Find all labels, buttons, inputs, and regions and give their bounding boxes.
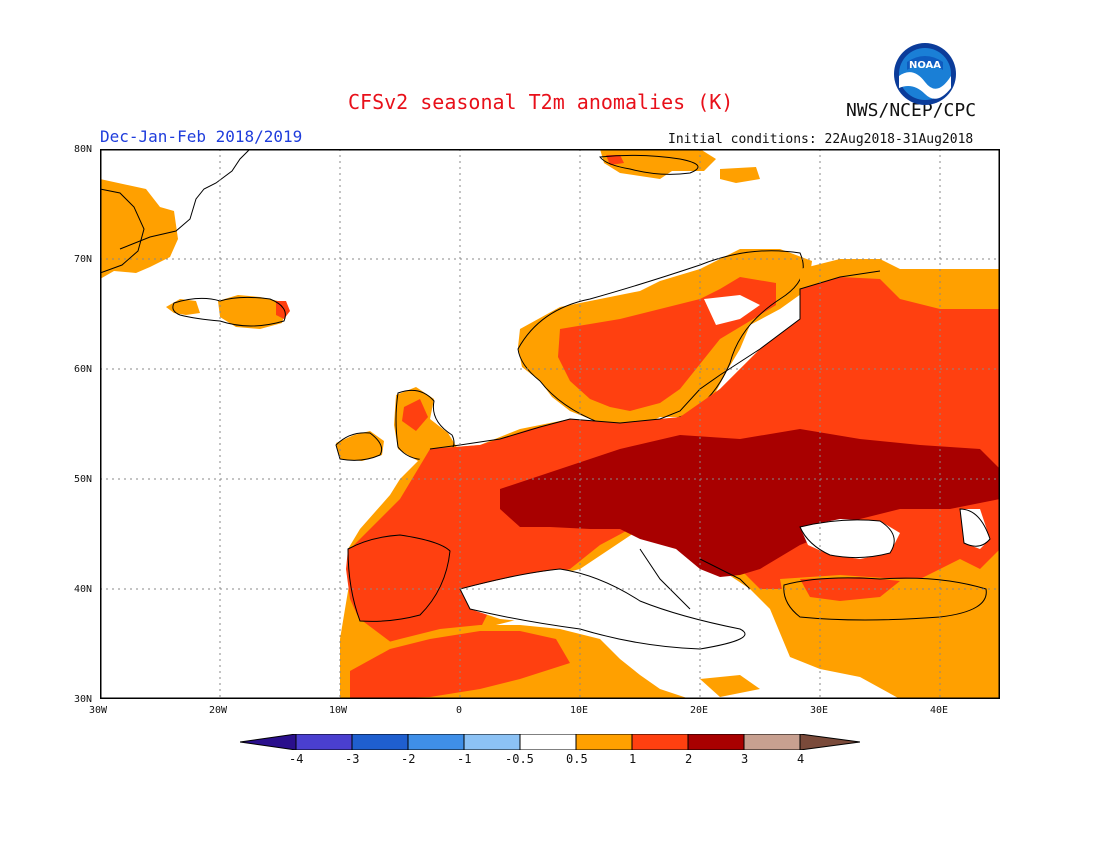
legend-label: -0.5	[505, 752, 534, 766]
legend-label: 1	[629, 752, 637, 766]
greenland-anomaly	[99, 148, 251, 279]
legend-swatch	[575, 734, 633, 750]
lat-label: 40N	[74, 584, 93, 595]
lat-label: 60N	[74, 364, 93, 375]
lon-label: 40E	[930, 705, 949, 716]
lon-label: 30W	[89, 705, 108, 716]
turkey-anomaly	[780, 575, 990, 621]
agency-label: NWS/NCEP/CPC	[846, 100, 977, 121]
legend-swatch	[631, 734, 689, 750]
legend-swatch	[687, 734, 745, 750]
legend-swatch	[519, 734, 577, 750]
legend-swatch	[743, 734, 801, 750]
lon-label: 0	[456, 705, 463, 716]
lon-label: 20E	[690, 705, 709, 716]
legend-swatch	[295, 734, 353, 750]
legend-label: 0.5	[566, 752, 588, 766]
lat-label: 80N	[74, 144, 93, 155]
forecast-period: Dec-Jan-Feb 2018/2019	[100, 127, 303, 146]
british-isles-anomaly	[335, 387, 458, 461]
lon-label: 30E	[810, 705, 829, 716]
lon-label: 10W	[329, 705, 348, 716]
legend-label: -2	[401, 752, 416, 766]
legend-swatch	[463, 734, 521, 750]
lon-label: 10E	[570, 705, 589, 716]
seas-mask	[460, 509, 990, 649]
initial-conditions: Initial conditions: 22Aug2018-31Aug2018	[668, 132, 974, 147]
legend-label: 2	[685, 752, 693, 766]
legend-label: -3	[345, 752, 360, 766]
legend-swatch	[799, 734, 860, 750]
legend-label: -4	[289, 752, 304, 766]
lon-label: 20W	[209, 705, 228, 716]
color-legend	[240, 734, 860, 750]
lat-label: 30N	[74, 694, 93, 705]
noaa-logo-icon: NOAA	[894, 43, 956, 105]
scandinavia-anomaly	[517, 249, 812, 427]
legend-label: 4	[797, 752, 805, 766]
lat-label: 70N	[74, 254, 93, 265]
logo-text: NOAA	[909, 60, 941, 71]
legend-swatch	[240, 734, 297, 750]
map-title: CFSv2 seasonal T2m anomalies (K)	[348, 90, 734, 114]
graticule	[100, 149, 1000, 699]
map-frame	[99, 148, 1001, 700]
legend-label: -1	[457, 752, 472, 766]
legend-swatch	[351, 734, 409, 750]
arctic-islands-anomaly	[599, 149, 760, 183]
legend-swatch	[407, 734, 465, 750]
anomaly-map	[99, 148, 1001, 700]
legend-label: 3	[741, 752, 749, 766]
iberia-anomaly	[346, 534, 451, 622]
lat-label: 50N	[74, 474, 93, 485]
